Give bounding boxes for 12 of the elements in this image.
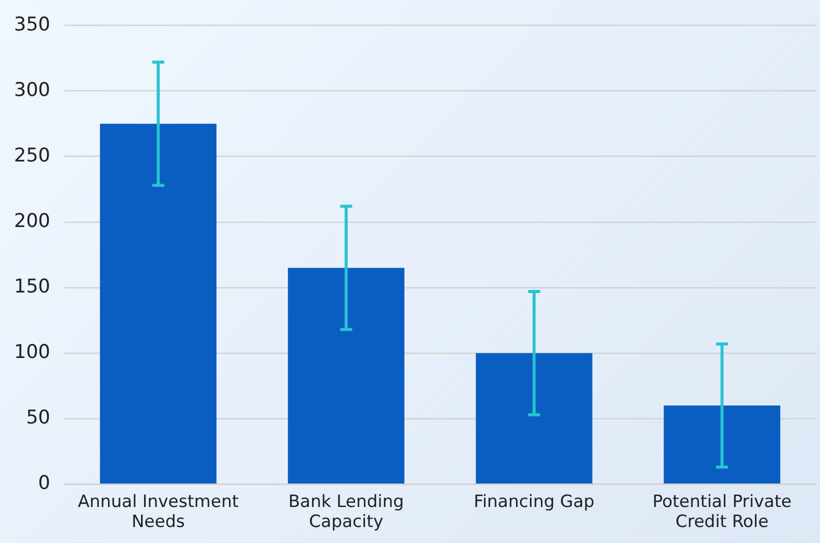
y-tick-label: 150 — [14, 276, 50, 298]
x-tick-label: Potential Private Credit Role — [652, 492, 792, 532]
y-tick-label: 350 — [14, 13, 50, 36]
y-tick-label: 250 — [14, 144, 50, 166]
y-tick-label: 300 — [14, 78, 50, 101]
y-tick-label: 100 — [14, 341, 50, 364]
x-tick-label: Financing Gap — [474, 492, 594, 512]
y-tick-label: 200 — [14, 210, 50, 232]
x-tick-label: Bank Lending Capacity — [288, 492, 404, 532]
y-tick-label: 50 — [26, 406, 50, 429]
y-tick-label: 0 — [38, 472, 50, 494]
x-tick-label: Annual Investment Needs — [78, 492, 239, 532]
